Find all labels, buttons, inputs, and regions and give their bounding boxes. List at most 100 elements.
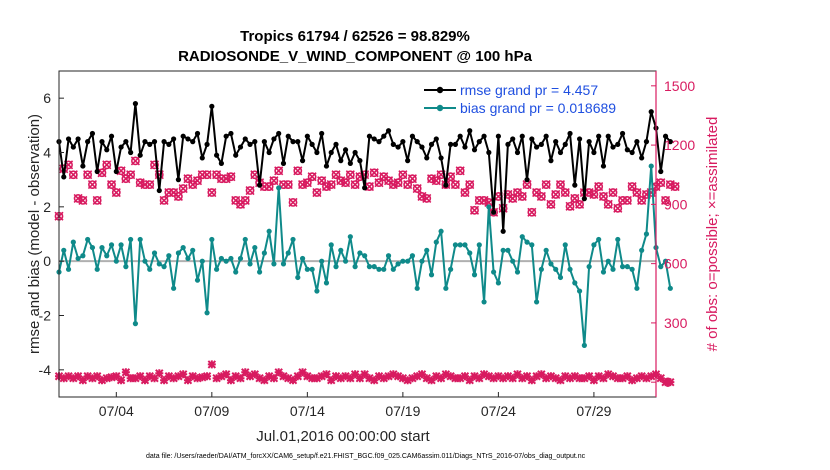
bias-point <box>505 247 511 253</box>
bias-point <box>615 236 621 243</box>
rmse-point <box>505 141 511 147</box>
assimilated-obs-point <box>494 372 503 381</box>
rmse-point <box>629 149 635 156</box>
possible-obs-circle <box>412 184 422 193</box>
bias-point <box>581 342 587 348</box>
y-tick-label: 0 <box>43 253 51 269</box>
assimilated-obs-point <box>422 374 431 383</box>
rmse-point <box>80 163 86 169</box>
possible-obs-circle <box>661 196 670 205</box>
bias-point <box>256 269 263 275</box>
possible-obs-cross <box>422 193 432 204</box>
assimilated-obs-point <box>159 375 169 385</box>
assimilated-obs-point <box>398 374 408 383</box>
possible-obs-point <box>536 191 546 202</box>
bias-point <box>147 266 153 272</box>
possible-obs-point <box>111 187 121 198</box>
possible-obs-point <box>102 160 112 170</box>
possible-obs-circle <box>178 184 188 193</box>
possible-obs-circle <box>264 182 274 191</box>
bias-point <box>175 250 181 256</box>
rmse-point <box>104 147 110 153</box>
possible-obs-cross <box>589 189 599 200</box>
possible-obs-circle <box>527 207 537 217</box>
bias-point <box>610 266 616 272</box>
possible-obs-cross <box>398 170 408 180</box>
possible-obs-cross <box>173 191 183 202</box>
rmse-point <box>591 149 597 156</box>
assimilated-obs-point <box>412 372 422 381</box>
possible-obs-cross <box>660 195 671 205</box>
rmse-point <box>247 141 253 147</box>
possible-obs-point <box>326 180 336 190</box>
assimilated-obs-point <box>255 374 264 383</box>
rmse-point <box>362 185 368 191</box>
possible-obs-point <box>345 170 355 180</box>
rmse-point <box>295 139 301 145</box>
rmse-point <box>510 136 516 142</box>
assimilated-obs-point <box>241 368 250 377</box>
bias-point <box>534 299 540 305</box>
bias-point <box>233 269 239 275</box>
assimilated-obs-point <box>427 375 436 385</box>
y-right-tick-label: 0 <box>664 374 672 390</box>
possible-obs-point <box>288 197 298 207</box>
possible-obs-cross <box>522 180 532 190</box>
possible-obs-cross <box>345 170 355 180</box>
rmse-point <box>214 152 220 158</box>
rmse-point <box>118 144 124 150</box>
assimilated-obs-point <box>121 368 131 377</box>
possible-obs-circle <box>374 178 384 188</box>
y-right-tick-label: 900 <box>664 196 688 212</box>
possible-obs-cross <box>412 183 422 194</box>
assimilated-obs-point <box>226 375 236 385</box>
assimilated-obs-point <box>327 375 336 385</box>
possible-obs-circle <box>622 196 632 205</box>
assimilated-obs-point <box>546 372 556 381</box>
possible-obs-point <box>455 166 465 176</box>
rmse-point <box>252 139 258 145</box>
possible-obs-point <box>589 189 599 200</box>
possible-obs-cross <box>608 187 618 198</box>
assimilated-obs-point <box>475 374 484 383</box>
possible-obs-circle <box>637 196 647 205</box>
possible-obs-cross <box>340 178 351 188</box>
x-tick-label: 07/29 <box>576 403 611 419</box>
possible-obs-circle <box>207 188 217 197</box>
possible-obs-cross <box>665 180 675 190</box>
rmse-point <box>171 136 177 142</box>
rmse-point <box>147 141 153 147</box>
possible-obs-point <box>145 180 155 190</box>
assimilated-obs-point <box>93 372 102 381</box>
possible-obs-cross <box>517 191 527 202</box>
possible-obs-point <box>178 183 188 194</box>
possible-obs-circle <box>408 174 417 184</box>
possible-obs-circle <box>431 176 441 186</box>
possible-obs-circle <box>145 180 155 190</box>
assimilated-obs-point <box>451 374 460 383</box>
bias-point <box>385 253 392 259</box>
bias-series <box>56 163 673 348</box>
possible-obs-point <box>407 174 417 184</box>
bias-point <box>314 288 320 294</box>
rmse-point <box>443 182 449 188</box>
assimilated-obs-point <box>336 374 345 383</box>
rmse-point <box>108 133 115 139</box>
possible-obs-point <box>274 166 284 176</box>
assimilated-obs-point <box>441 370 451 379</box>
possible-obs-circle <box>560 188 570 197</box>
assimilated-obs-point <box>73 372 83 381</box>
assimilated-obs-point <box>169 374 178 383</box>
rmse-point <box>476 139 482 145</box>
possible-obs-circle <box>193 176 202 186</box>
assimilated-obs-point <box>178 370 188 379</box>
rmse-point <box>137 152 143 158</box>
bias-point <box>514 269 521 275</box>
possible-obs-circle <box>126 170 136 180</box>
possible-obs-point <box>312 187 322 198</box>
possible-obs-point <box>398 170 408 180</box>
bias-point <box>247 261 253 267</box>
rmse-point <box>648 109 654 115</box>
rmse-point <box>290 139 296 145</box>
rmse-point <box>605 133 611 139</box>
